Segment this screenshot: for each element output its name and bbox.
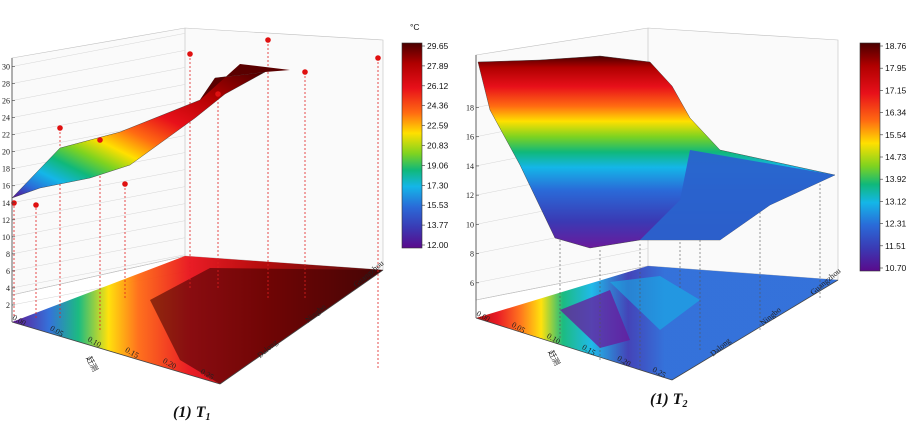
- chart-1-surface-top: [200, 64, 290, 100]
- colorbar-tick-label: 11.51: [885, 241, 906, 251]
- scatter-point: [57, 125, 63, 131]
- chart-2-caption: (1) T2: [650, 391, 687, 410]
- scatter-point: [375, 55, 381, 61]
- chart-2-floor-cyan-region: [610, 276, 700, 330]
- gridline: [11, 101, 186, 135]
- scatter-point: [122, 181, 128, 187]
- z-tick-label: 8: [470, 250, 474, 259]
- colorbar-tick-label: 12.31: [885, 219, 907, 229]
- z-tick-label: 22: [2, 131, 10, 140]
- colorbar-tick-label: 14.73: [885, 152, 907, 162]
- gridline: [11, 203, 186, 238]
- chart-1-unit-label: °C: [410, 22, 420, 32]
- scatter-point: [215, 91, 221, 97]
- chart-1-colorbar: [401, 42, 423, 249]
- colorbar-tick-label: 17.95: [885, 63, 907, 73]
- z-tick-label: 16: [2, 182, 10, 191]
- colorbar-tick-label: 13.12: [885, 196, 907, 206]
- z-tick-label: 10: [2, 233, 10, 242]
- colorbar-tick-label: 13.92: [885, 174, 907, 184]
- scatter-point: [33, 202, 39, 208]
- gridline: [11, 186, 186, 221]
- scatter-point: [97, 137, 103, 143]
- scatter-point: [265, 37, 271, 43]
- colorbar-tick-label: 22.59: [427, 121, 449, 131]
- z-tick-label: 4: [6, 284, 10, 293]
- chart-2-x-axis-label: 赶测: [546, 348, 562, 367]
- gridline: [11, 169, 186, 204]
- chart-2-floor-purple-region: [560, 290, 630, 348]
- scatter-point: [187, 51, 193, 57]
- chart-2-z-tick-labels: 6 8 10 12 14 16 18: [466, 104, 479, 288]
- colorbar-tick-label: 24.36: [427, 101, 449, 111]
- colorbar-tick-label: 17.15: [885, 85, 907, 95]
- z-tick-label: 14: [466, 162, 474, 171]
- colorbar-tick-label: 17.30: [427, 180, 449, 190]
- gridline: [11, 33, 186, 67]
- z-tick-label: 2: [6, 301, 10, 310]
- chart-1-colorbar-tick-labels: 29.65 27.89 26.12 24.36 22.59 20.83 19.06 17.30…: [422, 41, 449, 250]
- colorbar-tick-label: 29.65: [427, 41, 449, 51]
- z-tick-label: 18: [466, 104, 474, 113]
- chart-1-x-axis-label: 赶测: [84, 354, 100, 373]
- gridline: [11, 67, 186, 101]
- chart-1-scatter-points: [11, 37, 381, 208]
- z-tick-label: 16: [466, 133, 474, 142]
- gridline: [11, 237, 186, 272]
- gridline: [11, 220, 186, 255]
- chart-1-surface: [11, 71, 266, 199]
- chart-2-axes: [475, 55, 839, 381]
- colorbar-tick-label: 16.34: [885, 108, 907, 118]
- z-tick-label: 26: [2, 97, 10, 106]
- colorbar-tick-label: 19.06: [427, 160, 449, 170]
- colorbar-tick-label: 27.89: [427, 61, 449, 71]
- chart-2-colorbar: [859, 42, 881, 272]
- chart-1-axes: [11, 58, 384, 385]
- z-tick-label: 6: [6, 267, 10, 276]
- colorbar-tick-label: 26.12: [427, 81, 449, 91]
- z-tick-label: 14: [2, 199, 10, 208]
- colorbar-tick-label: 10.70: [885, 263, 907, 273]
- z-tick-label: 10: [466, 220, 474, 229]
- z-tick-label: 8: [6, 250, 10, 259]
- colorbar-tick-label: 15.54: [885, 130, 907, 140]
- z-tick-label: 20: [2, 148, 10, 157]
- z-tick-label: 12: [2, 216, 10, 225]
- z-tick-label: 12: [466, 191, 474, 200]
- chart-1-floor-dark-region: [150, 268, 383, 384]
- colorbar-tick-label: 12.00: [427, 240, 449, 250]
- colorbar-tick-label: 20.83: [427, 141, 449, 151]
- gridline: [475, 248, 649, 284]
- chart-1-drop-lines: [13, 44, 379, 370]
- chart-2-colorbar-tick-labels: 18.76 17.95 17.15 16.34 15.54 14.73 13.92 13.12…: [880, 41, 907, 273]
- gridline: [11, 50, 186, 84]
- z-tick-label: 6: [470, 279, 474, 288]
- colorbar-tick-label: 18.76: [885, 41, 907, 51]
- z-tick-label: 24: [2, 114, 10, 123]
- scatter-point: [302, 69, 308, 75]
- gridline: [11, 84, 186, 118]
- chart-2-surface-plateau: [640, 150, 835, 240]
- chart-1-caption: (1) T1: [173, 404, 210, 423]
- colorbar-tick-label: 13.77: [427, 220, 449, 230]
- colorbar-tick-label: 15.53: [427, 200, 449, 210]
- gridline: [11, 254, 186, 289]
- z-tick-label: 18: [2, 165, 10, 174]
- z-tick-label: 28: [2, 80, 10, 89]
- z-tick-label: 30: [2, 63, 10, 72]
